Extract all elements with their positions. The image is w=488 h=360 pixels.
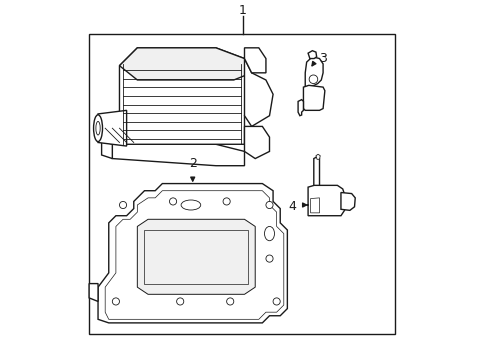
Polygon shape — [315, 154, 320, 159]
Circle shape — [265, 202, 272, 208]
Text: 1: 1 — [238, 4, 246, 17]
Circle shape — [169, 198, 176, 205]
Circle shape — [308, 75, 317, 84]
Polygon shape — [340, 193, 354, 210]
Circle shape — [223, 198, 230, 205]
Polygon shape — [307, 51, 316, 59]
Ellipse shape — [264, 226, 274, 241]
Polygon shape — [244, 59, 272, 126]
Circle shape — [112, 298, 119, 305]
Polygon shape — [244, 48, 265, 73]
Ellipse shape — [96, 121, 100, 135]
Circle shape — [272, 298, 280, 305]
Polygon shape — [137, 219, 255, 294]
Polygon shape — [313, 157, 319, 187]
Polygon shape — [98, 111, 126, 146]
Polygon shape — [89, 284, 98, 301]
Circle shape — [176, 298, 183, 305]
Polygon shape — [102, 141, 112, 158]
Polygon shape — [244, 126, 269, 158]
Text: 4: 4 — [288, 200, 296, 213]
Ellipse shape — [93, 115, 102, 141]
Polygon shape — [119, 48, 251, 80]
Text: 3: 3 — [319, 52, 326, 65]
Polygon shape — [305, 57, 323, 87]
Text: 2: 2 — [188, 157, 196, 170]
Circle shape — [265, 255, 272, 262]
Circle shape — [119, 202, 126, 208]
Polygon shape — [112, 144, 244, 166]
Polygon shape — [303, 85, 324, 111]
Ellipse shape — [181, 200, 201, 210]
Polygon shape — [307, 185, 344, 216]
Polygon shape — [119, 48, 251, 144]
Bar — [89, 33, 394, 334]
Polygon shape — [98, 184, 287, 323]
Polygon shape — [298, 100, 303, 116]
Circle shape — [226, 298, 233, 305]
